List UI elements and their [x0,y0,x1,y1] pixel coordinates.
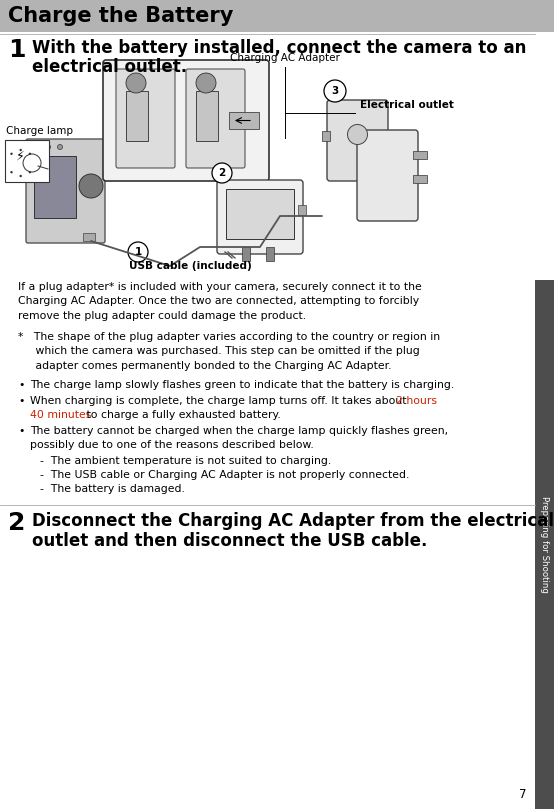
Bar [226,189,294,239]
Text: Preparing for Shooting: Preparing for Shooting [540,496,549,593]
FancyBboxPatch shape [217,180,303,254]
Text: Charging AC Adapter. Once the two are connected, attempting to forcibly: Charging AC Adapter. Once the two are co… [18,297,419,307]
Text: When charging is complete, the charge lamp turns off. It takes about: When charging is complete, the charge la… [30,396,410,405]
Bar [413,175,427,183]
Text: Charge lamp: Charge lamp [6,126,73,136]
Text: *   The shape of the plug adapter varies according to the country or region in: * The shape of the plug adapter varies a… [18,332,440,341]
Text: Charging AC Adapter: Charging AC Adapter [230,53,340,63]
Bar [242,247,250,261]
FancyBboxPatch shape [5,140,49,182]
Circle shape [29,153,31,155]
Circle shape [128,242,148,262]
Circle shape [58,145,63,150]
Text: which the camera was purchased. This step can be omitted if the plug: which the camera was purchased. This ste… [18,346,420,356]
Circle shape [29,171,31,173]
Text: 2: 2 [8,511,25,535]
Circle shape [324,80,346,102]
Circle shape [212,163,232,183]
Text: The battery cannot be charged when the charge lamp quickly flashes green,: The battery cannot be charged when the c… [30,426,448,435]
FancyBboxPatch shape [357,130,418,221]
Text: 1: 1 [8,38,25,62]
Bar [0,0,554,32]
Text: With the battery installed, connect the camera to an: With the battery installed, connect the … [32,39,526,57]
Text: If a plug adapter* is included with your camera, securely connect it to the: If a plug adapter* is included with your… [18,282,422,292]
FancyBboxPatch shape [26,139,105,243]
FancyBboxPatch shape [327,100,388,181]
Text: 40 minutes: 40 minutes [30,410,91,420]
Circle shape [23,154,41,172]
Text: •: • [18,426,24,435]
Text: remove the plug adapter could damage the product.: remove the plug adapter could damage the… [18,311,306,321]
Bar [298,205,306,215]
Circle shape [196,73,216,93]
Text: to charge a fully exhausted battery.: to charge a fully exhausted battery. [83,410,281,420]
FancyBboxPatch shape [229,112,259,129]
Text: electrical outlet.: electrical outlet. [32,57,187,75]
Text: Charge the Battery: Charge the Battery [8,6,233,26]
Bar [34,156,76,218]
Circle shape [19,175,22,177]
Text: possibly due to one of the reasons described below.: possibly due to one of the reasons descr… [30,440,314,450]
Text: Disconnect the Charging AC Adapter from the electrical: Disconnect the Charging AC Adapter from … [32,512,554,530]
Bar [266,247,274,261]
Text: 2 hours: 2 hours [396,396,437,405]
Text: 1: 1 [135,247,142,257]
Text: The charge lamp slowly flashes green to indicate that the battery is charging.: The charge lamp slowly flashes green to … [30,380,454,390]
Text: 2: 2 [218,168,225,178]
Text: -  The ambient temperature is not suited to charging.: - The ambient temperature is not suited … [40,455,331,465]
Bar [126,91,148,141]
Circle shape [33,145,38,150]
Circle shape [11,153,13,155]
Circle shape [126,73,146,93]
Text: outlet and then disconnect the USB cable.: outlet and then disconnect the USB cable… [32,532,427,550]
Text: •: • [18,396,24,405]
Text: -  The battery is damaged.: - The battery is damaged. [40,485,185,494]
Text: -  The USB cable or Charging AC Adapter is not properly connected.: - The USB cable or Charging AC Adapter i… [40,470,409,480]
Bar [196,91,218,141]
Circle shape [45,145,50,150]
Text: ⚡: ⚡ [16,150,25,163]
Text: USB cable (included): USB cable (included) [129,261,252,271]
FancyBboxPatch shape [186,69,245,168]
Text: 7: 7 [520,788,527,801]
Text: adapter comes permanently bonded to the Charging AC Adapter.: adapter comes permanently bonded to the … [18,361,392,371]
Text: 3: 3 [331,86,338,96]
Bar [535,280,554,809]
Circle shape [347,125,367,145]
Bar [5,48,530,272]
Text: •: • [18,380,24,390]
Text: Electrical outlet: Electrical outlet [360,100,454,110]
FancyBboxPatch shape [116,69,175,168]
Circle shape [19,149,22,151]
Circle shape [79,174,103,198]
Bar [322,131,330,141]
Bar [83,233,95,241]
Circle shape [11,171,13,173]
Bar [413,151,427,159]
FancyBboxPatch shape [103,60,269,181]
